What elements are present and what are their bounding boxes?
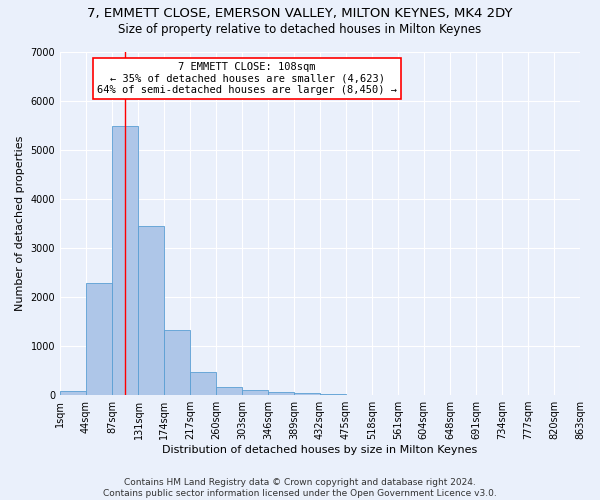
- Y-axis label: Number of detached properties: Number of detached properties: [15, 136, 25, 311]
- Bar: [294, 394, 320, 395]
- Bar: [164, 330, 190, 395]
- Text: 7, EMMETT CLOSE, EMERSON VALLEY, MILTON KEYNES, MK4 2DY: 7, EMMETT CLOSE, EMERSON VALLEY, MILTON …: [87, 8, 513, 20]
- Bar: [60, 392, 86, 395]
- X-axis label: Distribution of detached houses by size in Milton Keynes: Distribution of detached houses by size …: [163, 445, 478, 455]
- Bar: [242, 390, 268, 395]
- Bar: [112, 126, 138, 395]
- Bar: [268, 392, 294, 395]
- Bar: [86, 283, 112, 395]
- Text: 7 EMMETT CLOSE: 108sqm
← 35% of detached houses are smaller (4,623)
64% of semi-: 7 EMMETT CLOSE: 108sqm ← 35% of detached…: [97, 62, 397, 95]
- Bar: [216, 387, 242, 395]
- Text: Contains HM Land Registry data © Crown copyright and database right 2024.
Contai: Contains HM Land Registry data © Crown c…: [103, 478, 497, 498]
- Bar: [139, 226, 164, 395]
- Text: Size of property relative to detached houses in Milton Keynes: Size of property relative to detached ho…: [118, 22, 482, 36]
- Bar: [190, 372, 216, 395]
- Bar: [320, 394, 346, 395]
